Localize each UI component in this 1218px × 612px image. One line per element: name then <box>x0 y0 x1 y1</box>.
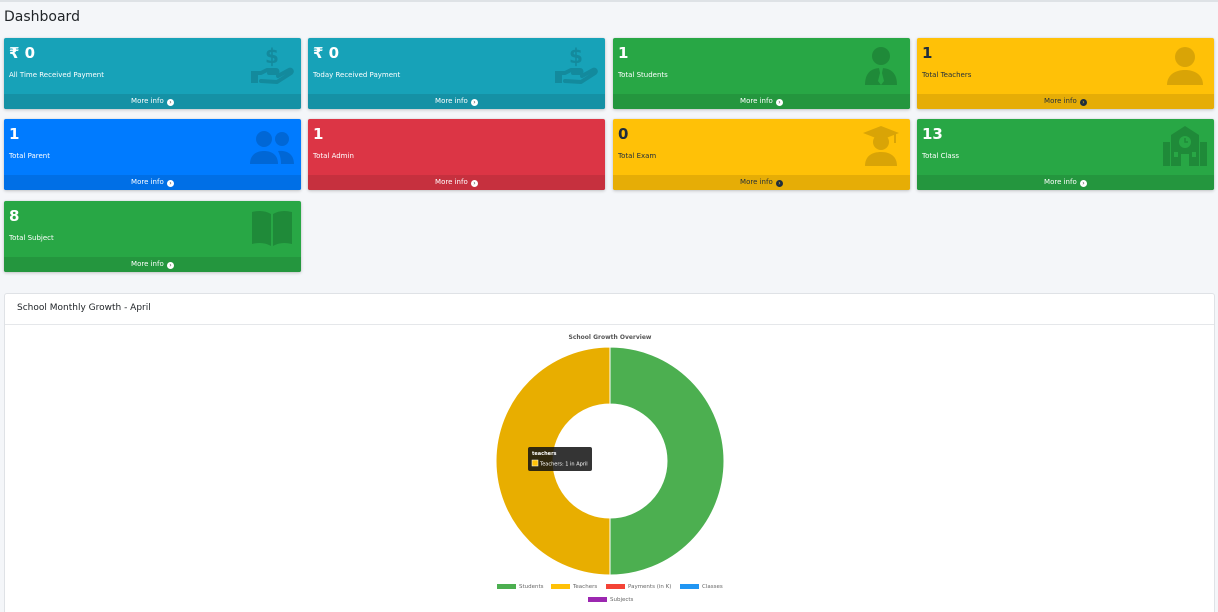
more-info-label: More info <box>435 178 470 186</box>
stat-box-total-class: 13 Total Class More info › <box>917 119 1214 190</box>
hand-dollar-icon: $ <box>554 43 598 87</box>
chart-tooltip-text: Teachers: 1 in April <box>539 462 588 468</box>
growth-doughnut-chart[interactable]: School Growth Overview teachers Teachers: … <box>5 325 1216 612</box>
stat-value: 0 <box>618 125 629 143</box>
arrow-circle-right-icon: › <box>775 99 783 106</box>
arrow-circle-right-icon: › <box>470 99 478 106</box>
arrow-circle-right-icon: › <box>470 180 478 187</box>
stat-value: 1 <box>9 125 20 143</box>
stat-label: Total Class <box>922 152 959 160</box>
stat-label: Total Exam <box>618 152 657 160</box>
stat-value: 1 <box>618 44 629 62</box>
stat-box-total-teachers: 1 Total Teachers More info › <box>917 38 1214 109</box>
legend-label: Classes <box>702 584 723 590</box>
more-info-link[interactable]: More info › <box>308 94 605 109</box>
more-info-link[interactable]: More info › <box>917 175 1214 190</box>
more-info-link[interactable]: More info › <box>308 175 605 190</box>
stat-value: 13 <box>922 125 943 143</box>
chart-slice-students <box>609 346 725 576</box>
legend-swatch <box>680 584 699 589</box>
stat-label: Today Received Payment <box>313 71 401 79</box>
more-info-label: More info <box>435 97 470 105</box>
svg-text:$: $ <box>569 44 583 68</box>
arrow-circle-right-icon: › <box>166 262 174 269</box>
stat-label: Total Admin <box>313 152 354 160</box>
growth-card: School Monthly Growth - April School Gro… <box>4 293 1215 612</box>
arrow-circle-right-icon: › <box>166 180 174 187</box>
stat-label: All Time Received Payment <box>9 71 104 79</box>
more-info-link[interactable]: More info › <box>4 257 301 272</box>
chart-slice-teachers <box>495 346 611 576</box>
stat-value: ₹ 0 <box>313 44 340 62</box>
chart-tooltip-swatch <box>531 459 539 467</box>
chart-title: School Growth Overview <box>569 334 652 341</box>
graduate-icon <box>859 124 903 168</box>
growth-card-header: School Monthly Growth - April <box>5 294 1214 325</box>
users-icon <box>250 124 294 168</box>
more-info-label: More info <box>131 97 166 105</box>
stat-label: Total Students <box>618 71 668 79</box>
chart-tooltip-title: teachers <box>532 451 557 457</box>
arrow-circle-right-icon: › <box>1079 180 1087 187</box>
arrow-circle-right-icon: › <box>166 99 174 106</box>
stat-box-today-received-payment: ₹ 0 Today Received Payment $ More info › <box>308 38 605 109</box>
stat-box-all-time-received-payment: ₹ 0 All Time Received Payment $ More info › <box>4 38 301 109</box>
legend-label: Payments (in K) <box>628 584 671 590</box>
more-info-label: More info <box>131 260 166 268</box>
legend-swatch <box>551 584 570 589</box>
hand-dollar-icon: $ <box>250 43 294 87</box>
more-info-link[interactable]: More info › <box>613 175 910 190</box>
more-info-label: More info <box>740 97 775 105</box>
more-info-link[interactable]: More info › <box>917 94 1214 109</box>
user-icon <box>1163 43 1207 87</box>
stat-label: Total Parent <box>9 152 50 160</box>
top-divider <box>0 0 1218 2</box>
legend-label: Teachers <box>572 584 597 590</box>
stat-box-total-admin: 1 Total Admin More info › <box>308 119 605 190</box>
legend-label: Subjects <box>610 597 634 603</box>
school-icon <box>1163 124 1207 168</box>
more-info-label: More info <box>131 178 166 186</box>
stat-box-total-subject: 8 Total Subject More info › <box>4 201 301 272</box>
more-info-label: More info <box>1044 178 1079 186</box>
more-info-label: More info <box>1044 97 1079 105</box>
legend-swatch <box>588 597 607 602</box>
legend-swatch <box>606 584 625 589</box>
page-title: Dashboard <box>4 9 80 25</box>
stat-value: ₹ 0 <box>9 44 36 62</box>
admin-icon <box>554 124 598 168</box>
arrow-circle-right-icon: › <box>775 180 783 187</box>
stat-value: 1 <box>313 125 324 143</box>
chart-tooltip <box>528 447 592 471</box>
more-info-link[interactable]: More info › <box>4 175 301 190</box>
stat-label: Total Teachers <box>922 71 972 79</box>
stat-box-total-exam: 0 Total Exam More info › <box>613 119 910 190</box>
stat-value: 8 <box>9 207 20 225</box>
stat-value: 1 <box>922 44 933 62</box>
arrow-circle-right-icon: › <box>1079 99 1087 106</box>
legend-label: Students <box>519 584 544 590</box>
stat-box-total-parent: 1 Total Parent More info › <box>4 119 301 190</box>
more-info-link[interactable]: More info › <box>613 94 910 109</box>
legend-swatch <box>497 584 516 589</box>
stat-label: Total Subject <box>9 234 54 242</box>
svg-text:$: $ <box>265 44 279 68</box>
stat-box-total-students: 1 Total Students More info › <box>613 38 910 109</box>
more-info-label: More info <box>740 178 775 186</box>
book-icon <box>250 206 294 250</box>
student-icon <box>859 43 903 87</box>
more-info-link[interactable]: More info › <box>4 94 301 109</box>
